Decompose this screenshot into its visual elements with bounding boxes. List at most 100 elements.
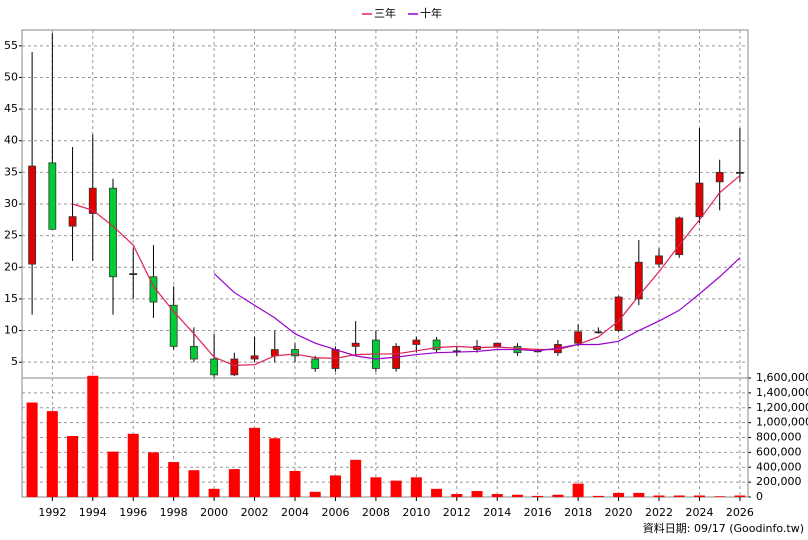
candle-body <box>169 304 178 347</box>
candle-body <box>695 182 704 218</box>
x-tick-label: 2002 <box>241 506 269 519</box>
volume-bar <box>107 451 119 497</box>
volume-bar <box>491 494 503 497</box>
candle-body <box>88 187 97 214</box>
volume-bar <box>350 459 362 497</box>
x-tick-label: 2014 <box>483 506 511 519</box>
x-tick-label: 2012 <box>443 506 471 519</box>
x-tick-label: 2000 <box>200 506 228 519</box>
x-tick-label: 2008 <box>362 506 390 519</box>
volume-bar <box>67 436 79 497</box>
volume-bar <box>390 480 402 497</box>
x-tick-label: 2024 <box>685 506 713 519</box>
x-tick-label: 1996 <box>119 506 147 519</box>
candle-body <box>270 349 279 357</box>
candle-body <box>109 187 117 278</box>
y-tick-label: 55 <box>4 39 18 52</box>
candle-body <box>48 162 57 230</box>
y2-tick-label: 400,000 <box>756 460 802 473</box>
x-tick-label: 2016 <box>524 506 552 519</box>
volume-bar <box>127 433 139 497</box>
volume-bar <box>451 494 463 497</box>
candle-body <box>210 358 219 376</box>
y2-tick-label: 800,000 <box>756 431 802 444</box>
candle-body <box>68 216 77 227</box>
candle-body <box>675 217 684 256</box>
volume-bar <box>26 402 38 497</box>
candle-body <box>715 171 724 183</box>
panel-frame <box>21 377 749 498</box>
volume-bar <box>410 477 422 497</box>
candle-body <box>311 358 320 369</box>
footer: 資料日期: 09/17 (Goodinfo.tw) <box>643 521 804 535</box>
volume-bar <box>46 411 58 497</box>
volume-bar <box>249 427 261 497</box>
y-tick-label: 15 <box>4 292 18 305</box>
ma-line <box>213 257 741 360</box>
volume-bar <box>552 494 564 497</box>
y-tick-label: 45 <box>4 102 18 115</box>
candle-body <box>129 273 138 276</box>
legend-label: 三年 <box>374 6 396 20</box>
volume-bar <box>714 496 726 497</box>
x-tick-label: 1992 <box>38 506 66 519</box>
candle-body <box>351 342 360 347</box>
volume-bar <box>309 491 321 497</box>
candle-body <box>614 296 623 331</box>
ma-line <box>72 175 741 366</box>
candle-body <box>594 331 603 334</box>
volume-bar <box>329 475 341 497</box>
volume-bar <box>633 492 645 497</box>
volume-bar <box>208 488 220 497</box>
candle-body <box>412 339 421 345</box>
candle-body <box>634 261 643 300</box>
volume-bar <box>613 492 625 497</box>
y2-tick-label: 1,000,000 <box>756 416 808 429</box>
candle-body <box>291 349 299 357</box>
candle-body <box>250 355 259 360</box>
volume-bar <box>592 495 604 497</box>
candle-body <box>736 171 744 174</box>
candle-body <box>28 165 37 265</box>
volume-bar <box>168 462 180 497</box>
legend-label: 十年 <box>420 6 442 20</box>
candle-body <box>493 342 502 347</box>
y2-tick-label: 600,000 <box>756 445 802 458</box>
volume-bar <box>370 477 382 497</box>
y-tick-label: 40 <box>4 134 18 147</box>
volume-bar <box>228 469 240 497</box>
y-tick-label: 25 <box>4 229 18 242</box>
x-tick-label: 2022 <box>645 506 673 519</box>
volume-bar <box>431 488 443 497</box>
y-tick-label: 10 <box>4 324 18 337</box>
x-tick-label: 1998 <box>160 506 188 519</box>
volume-bar <box>734 495 746 497</box>
volume-bar <box>572 483 584 497</box>
volume-bar <box>532 495 544 497</box>
y2-tick-label: 200,000 <box>756 475 802 488</box>
candle-body <box>230 358 239 376</box>
y-tick-label: 20 <box>4 260 18 273</box>
y-tick-label: 50 <box>4 70 18 83</box>
candle-body <box>189 345 198 360</box>
volume-bar <box>693 495 705 497</box>
y-tick-label: 35 <box>4 165 18 178</box>
volume-bar <box>653 495 665 497</box>
volume-bar <box>188 470 200 497</box>
y2-tick-label: 1,600,000 <box>756 371 808 384</box>
candle-body <box>432 339 441 350</box>
x-tick-label: 2020 <box>605 506 633 519</box>
x-tick-label: 2018 <box>564 506 592 519</box>
x-tick-label: 1994 <box>79 506 107 519</box>
volume-bar <box>147 452 159 497</box>
volume-bar <box>87 375 99 497</box>
candle-body <box>655 255 663 265</box>
candle-body <box>149 276 158 303</box>
volume-bar <box>471 491 483 497</box>
candle-body <box>331 349 340 369</box>
y2-tick-label: 0 <box>756 490 763 503</box>
x-tick-label: 2004 <box>281 506 309 519</box>
volume-bar <box>673 495 685 497</box>
